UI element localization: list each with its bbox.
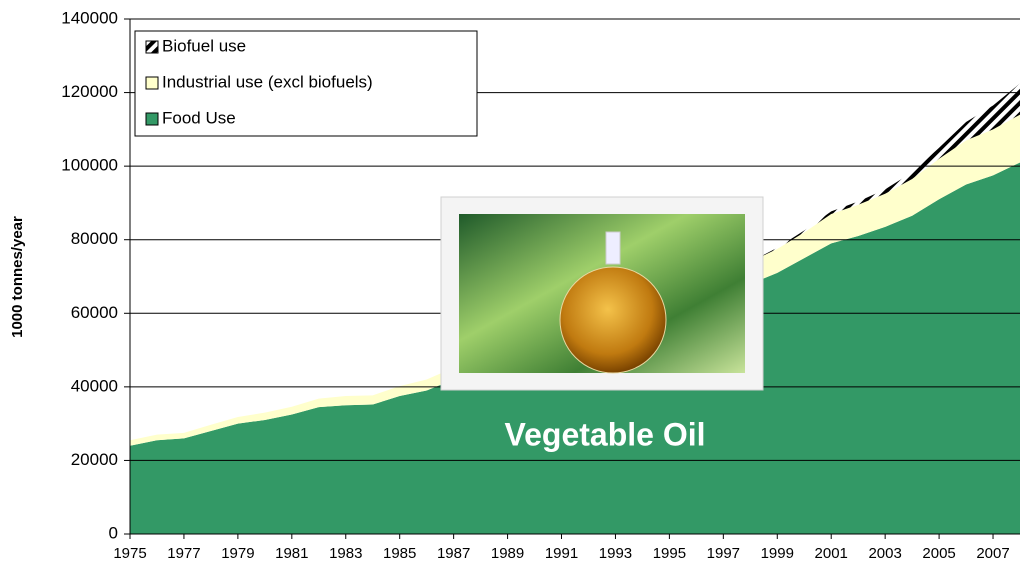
legend-swatch <box>146 77 158 89</box>
chart: 0 20000 40000 60000 80000 100000 120000 140000 1… <box>0 0 1023 569</box>
x-tick-label: 1981 <box>275 545 308 562</box>
y-tick-label: 40000 <box>71 376 118 395</box>
x-tick-label: 2007 <box>976 545 1009 562</box>
y-tick-label: 100000 <box>61 156 118 175</box>
y-axis-label: 1000 tonnes/year <box>9 216 26 338</box>
legend-swatch <box>146 41 158 53</box>
x-tick-label: 2003 <box>868 545 901 562</box>
y-tick-label: 140000 <box>61 8 118 27</box>
x-tick-label: 1991 <box>545 545 578 562</box>
legend-label: Industrial use (excl biofuels) <box>162 72 373 91</box>
x-tick-label: 2005 <box>922 545 955 562</box>
x-tick-label: 1993 <box>599 545 632 562</box>
flask-neck <box>606 232 620 264</box>
legend-label: Food Use <box>162 108 236 127</box>
y-tick-label: 120000 <box>61 82 118 101</box>
x-tick-label: 1989 <box>491 545 524 562</box>
x-tick-label: 1997 <box>707 545 740 562</box>
y-tick-label: 80000 <box>71 229 118 248</box>
y-tick-label: 20000 <box>71 450 118 469</box>
photo-frame <box>441 197 763 390</box>
x-tick-label: 1995 <box>653 545 686 562</box>
y-tick-label: 60000 <box>71 303 118 322</box>
flask <box>560 267 666 373</box>
x-tick-label: 1975 <box>113 545 146 562</box>
x-tick-label: 1977 <box>167 545 200 562</box>
y-tick-label: 0 <box>109 523 118 542</box>
x-tick-label: 1985 <box>383 545 416 562</box>
x-tick-label: 2001 <box>815 545 848 562</box>
x-tick-label: 1979 <box>221 545 254 562</box>
x-tick-label: 1999 <box>761 545 794 562</box>
x-tick-label: 1983 <box>329 545 362 562</box>
x-tick-label: 1987 <box>437 545 470 562</box>
annotation: Vegetable Oil <box>505 416 706 452</box>
legend-label: Biofuel use <box>162 36 246 55</box>
legend-swatch <box>146 113 158 125</box>
